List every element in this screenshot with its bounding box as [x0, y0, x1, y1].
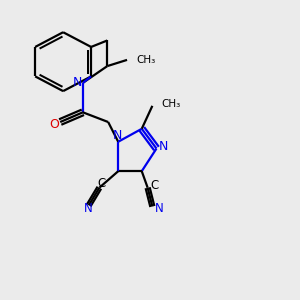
- Text: N: N: [154, 202, 163, 214]
- Text: CH₃: CH₃: [162, 99, 181, 110]
- Text: N: N: [84, 202, 92, 215]
- Text: C: C: [98, 177, 106, 190]
- Text: O: O: [49, 118, 59, 131]
- Text: N: N: [73, 76, 82, 89]
- Text: CH₃: CH₃: [136, 55, 156, 65]
- Text: C: C: [150, 179, 158, 192]
- Text: N: N: [158, 140, 168, 153]
- Text: N: N: [113, 129, 122, 142]
